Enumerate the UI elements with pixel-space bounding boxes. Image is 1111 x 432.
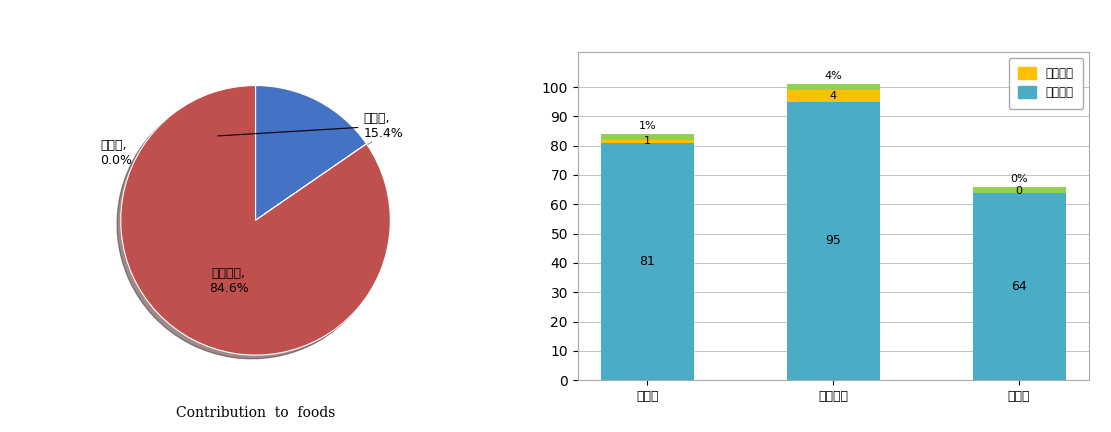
Wedge shape	[121, 86, 390, 355]
Text: 닭고기,
0.0%: 닭고기, 0.0%	[100, 139, 132, 167]
Bar	[972, 187, 1065, 193]
Text: 4%: 4%	[824, 71, 842, 81]
Text: 4: 4	[830, 91, 837, 101]
Text: 소고기,
15.4%: 소고기, 15.4%	[218, 112, 403, 140]
Text: 돼지고기,
84.6%: 돼지고기, 84.6%	[209, 267, 249, 295]
Text: 64: 64	[1011, 280, 1027, 293]
Bar	[601, 140, 694, 143]
Bar	[787, 90, 880, 102]
Bar	[787, 102, 880, 380]
Text: 81: 81	[640, 255, 655, 268]
Text: 0%: 0%	[1010, 174, 1028, 184]
Bar	[601, 134, 694, 140]
Wedge shape	[264, 138, 376, 214]
Text: 1%: 1%	[639, 121, 657, 131]
Legend: 검출건수, 검체건수: 검출건수, 검체건수	[1009, 58, 1083, 108]
Text: 1: 1	[644, 136, 651, 146]
Text: 0: 0	[1015, 186, 1022, 196]
Bar	[601, 143, 694, 380]
Text: 95: 95	[825, 235, 841, 248]
Bar	[972, 193, 1065, 380]
Text: Contribution  to  foods: Contribution to foods	[176, 406, 336, 419]
Wedge shape	[256, 86, 367, 220]
Bar	[787, 84, 880, 90]
